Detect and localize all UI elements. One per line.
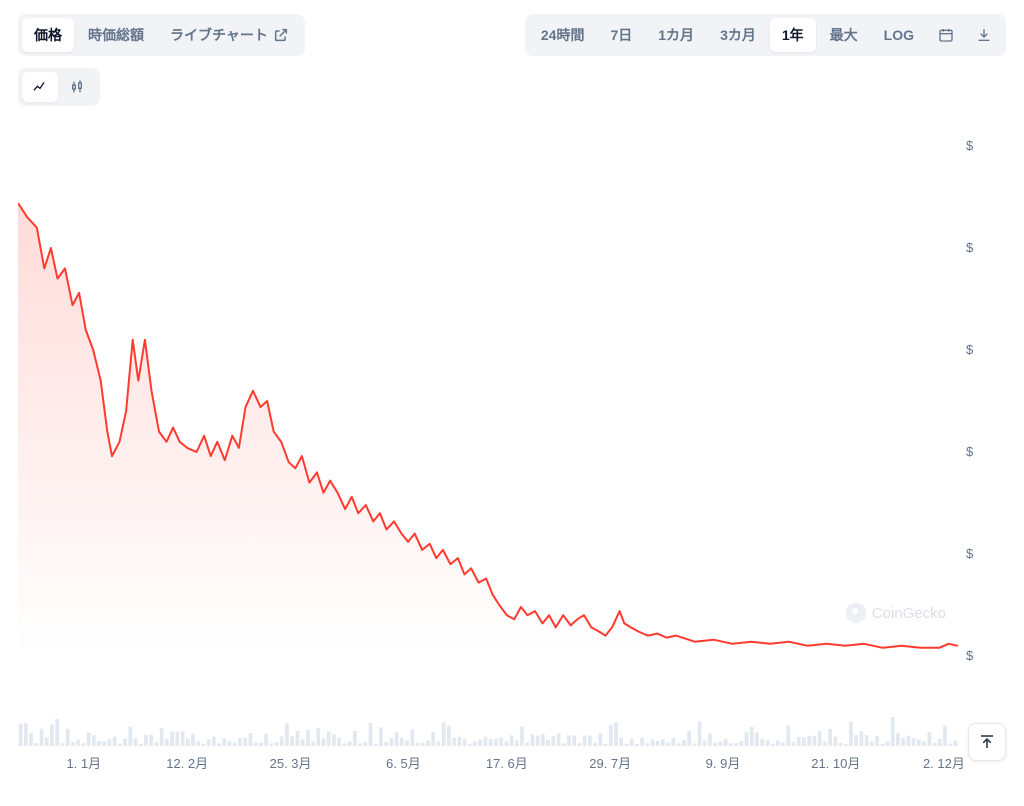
range-1m[interactable]: 1カ月 (646, 18, 706, 52)
range-7d[interactable]: 7日 (598, 18, 644, 52)
toolbar-right: 24時間 7日 1カ月 3カ月 1年 最大 LOG (525, 14, 1006, 56)
chart-type-group (18, 68, 100, 106)
svg-text:29. 7月: 29. 7月 (589, 756, 631, 771)
candlestick-icon (70, 79, 86, 95)
range-24h[interactable]: 24時間 (529, 18, 597, 52)
download-icon (976, 27, 992, 43)
tab-live-chart-label: ライブチャート (170, 25, 268, 45)
svg-text:25. 3月: 25. 3月 (270, 756, 312, 771)
download-button[interactable] (966, 20, 1002, 50)
range-tab-group: 24時間 7日 1カ月 3カ月 1年 最大 LOG (525, 14, 1006, 56)
chart-toolbar: 価格 時価総額 ライブチャート 24時間 7日 1カ月 3カ月 1年 最大 LO… (0, 0, 1024, 64)
svg-text:6. 5月: 6. 5月 (386, 756, 421, 771)
scale-log[interactable]: LOG (872, 20, 926, 50)
arrow-up-icon (978, 733, 996, 751)
svg-text:1. 1月: 1. 1月 (66, 756, 101, 771)
svg-text:12. 2月: 12. 2月 (166, 756, 208, 771)
svg-text:$0: $0 (966, 648, 974, 663)
scroll-to-top-button[interactable] (968, 723, 1006, 761)
watermark-text: CoinGecko (872, 605, 946, 622)
svg-text:$2.50: $2.50 (966, 138, 974, 153)
svg-text:21. 10月: 21. 10月 (811, 756, 860, 771)
toolbar-left: 価格 時価総額 ライブチャート (18, 14, 305, 56)
tab-market-cap[interactable]: 時価総額 (76, 18, 156, 52)
external-link-icon (273, 27, 289, 43)
line-chart-icon (32, 79, 48, 95)
line-chart-button[interactable] (22, 72, 58, 102)
candlestick-button[interactable] (60, 72, 96, 102)
tab-price[interactable]: 価格 (22, 18, 74, 52)
svg-text:9. 9月: 9. 9月 (706, 756, 741, 771)
watermark: CoinGecko (846, 603, 946, 623)
metric-tab-group: 価格 時価総額 ライブチャート (18, 14, 305, 56)
svg-text:$2.00: $2.00 (966, 240, 974, 255)
chart-type-toolbar (0, 64, 1024, 106)
svg-text:17. 6月: 17. 6月 (486, 756, 528, 771)
svg-text:$0.5: $0.5 (966, 546, 974, 561)
svg-text:$1.50: $1.50 (966, 342, 974, 357)
range-max[interactable]: 最大 (818, 18, 870, 52)
price-chart[interactable]: $0 $0.5 $1.00 $1.50 $2.00 $2.50 1. 1月 12. 2月 25… (18, 116, 974, 776)
calendar-icon (938, 27, 954, 43)
svg-text:2. 12月: 2. 12月 (923, 756, 965, 771)
svg-text:$1.00: $1.00 (966, 444, 974, 459)
tab-live-chart[interactable]: ライブチャート (158, 18, 301, 52)
calendar-button[interactable] (928, 20, 964, 50)
range-1y[interactable]: 1年 (770, 18, 816, 52)
watermark-logo-icon (846, 603, 866, 623)
chart-area: $0 $0.5 $1.00 $1.50 $2.00 $2.50 1. 1月 12. 2月 25… (0, 106, 1024, 806)
range-3m[interactable]: 3カ月 (708, 18, 768, 52)
